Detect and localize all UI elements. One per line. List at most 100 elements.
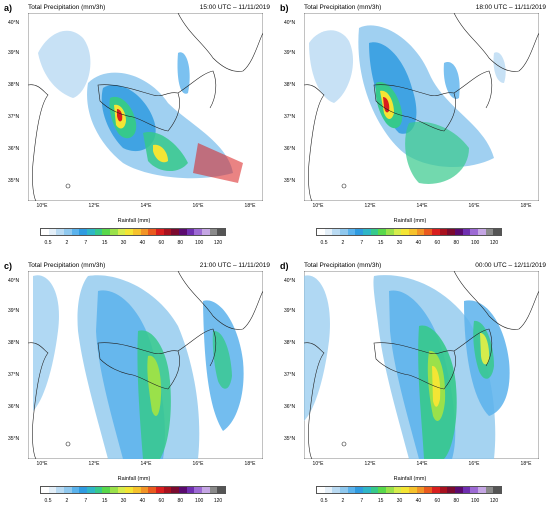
legend-colorbar: [316, 486, 502, 494]
legend-swatch: [125, 487, 134, 493]
legend-tick-label: 80: [177, 498, 183, 504]
legend-swatch: [171, 229, 180, 235]
legend-swatch: [194, 229, 203, 235]
legend-swatch: [462, 487, 471, 493]
legend-tick-label: 7: [84, 498, 88, 504]
legend-tick-label: 30: [396, 240, 403, 246]
legend-swatch: [71, 229, 80, 235]
legend-swatch: [56, 229, 65, 235]
legend-tick-label: 15: [377, 498, 384, 504]
legend-swatch: [133, 229, 141, 235]
precip-map: [28, 13, 263, 201]
legend-tick-label: 0.5: [44, 240, 52, 246]
legend-tick-label: 7: [360, 498, 364, 504]
legend-swatch: [363, 229, 371, 235]
legend-swatch: [424, 229, 433, 235]
legend-tick-label: 15: [101, 240, 108, 246]
legend-swatch: [41, 229, 49, 235]
legend-title: Rainfall (mm): [393, 218, 427, 224]
panel-title: Total Precipitation (mm/3h): [28, 262, 106, 269]
rain-field: [309, 25, 506, 184]
lat-label: 39°N: [8, 308, 20, 314]
legend-tick-label: 100: [470, 240, 480, 246]
lon-label: 10°E: [312, 203, 324, 209]
precip-map: [304, 13, 539, 201]
legend-swatch: [485, 487, 494, 493]
legend-swatch: [148, 229, 157, 235]
legend-swatch: [455, 487, 463, 493]
lon-label: 10°E: [36, 203, 48, 209]
legend-swatch: [340, 229, 348, 235]
lat-label: 37°N: [8, 372, 20, 378]
panel-time: 18:00 UTC – 11/11/2019: [475, 4, 546, 11]
legend-swatch: [156, 487, 164, 493]
legend-swatch: [332, 229, 341, 235]
legend-swatch: [94, 229, 103, 235]
legend-tick-label: 60: [434, 240, 441, 246]
legend-swatch: [133, 487, 141, 493]
legend-colorbar: [40, 486, 226, 494]
rain-field: [304, 275, 510, 459]
legend-swatch: [409, 487, 417, 493]
legend-tick-label: 80: [177, 240, 183, 246]
legend-swatch: [317, 487, 325, 493]
panel-time: 21:00 UTC – 11/11/2019: [199, 262, 270, 269]
legend-colorbar: [316, 228, 502, 236]
legend-swatch: [102, 229, 111, 235]
legend-swatch: [317, 229, 325, 235]
legend-swatch: [347, 229, 356, 235]
lat-label: 35°N: [8, 178, 20, 184]
lat-label: 40°N: [8, 20, 20, 26]
legend-tick-label: 40: [139, 498, 146, 504]
legend-swatch: [148, 487, 157, 493]
legend-swatch: [447, 229, 456, 235]
legend-tick-label: 100: [194, 498, 204, 504]
legend-swatch: [64, 487, 72, 493]
legend-tick-label: 60: [158, 240, 165, 246]
coastlines: [28, 271, 263, 459]
lon-label: 12°E: [364, 203, 376, 209]
legend-tick-label: 100: [194, 240, 204, 246]
legend-swatch: [110, 487, 118, 493]
legend-swatch: [79, 487, 88, 493]
legend-swatch: [186, 487, 195, 493]
legend-tick-label: 15: [377, 240, 384, 246]
legend-swatch: [439, 487, 448, 493]
legend-tick-label: 60: [434, 498, 441, 504]
legend-swatch: [140, 229, 149, 235]
lat-label: 37°N: [284, 372, 296, 378]
legend-swatch: [87, 229, 95, 235]
legend-tick-label: 120: [213, 498, 223, 504]
lat-label: 38°N: [284, 82, 296, 88]
coastlines: [304, 13, 539, 201]
legend-tick-label: 80: [453, 498, 459, 504]
lon-label: 16°E: [468, 461, 480, 467]
legend-tick-label: 40: [139, 240, 146, 246]
coastlines: [304, 271, 539, 459]
lon-label: 12°E: [88, 203, 100, 209]
legend-swatch: [416, 229, 425, 235]
legend-swatch: [163, 487, 172, 493]
legend-swatch: [432, 487, 440, 493]
lon-label: 18°E: [520, 461, 532, 467]
legend-tick-label: 100: [470, 498, 480, 504]
lon-label: 12°E: [88, 461, 100, 467]
legend-swatch: [416, 487, 425, 493]
legend-swatch: [179, 229, 187, 235]
lat-label: 40°N: [8, 278, 20, 284]
legend-tick-label: 7: [84, 240, 88, 246]
panel-title: Total Precipitation (mm/3h): [28, 4, 106, 11]
legend-swatch: [332, 487, 341, 493]
legend-swatch: [217, 229, 226, 235]
legend-swatch: [41, 487, 49, 493]
lon-label: 18°E: [244, 461, 256, 467]
map-panel-d: d) Total Precipitation (mm/3h) 00:00 UTC…: [280, 260, 550, 513]
panel-time: 15:00 UTC – 11/11/2019: [199, 4, 270, 11]
panel-time: 00:00 UTC – 12/11/2019: [475, 262, 546, 269]
legend-swatch: [202, 487, 210, 493]
legend-tick-label: 0.5: [320, 240, 328, 246]
lat-label: 39°N: [284, 50, 296, 56]
legend-swatch: [156, 229, 164, 235]
lon-label: 10°E: [312, 461, 324, 467]
legend-swatch: [370, 229, 379, 235]
